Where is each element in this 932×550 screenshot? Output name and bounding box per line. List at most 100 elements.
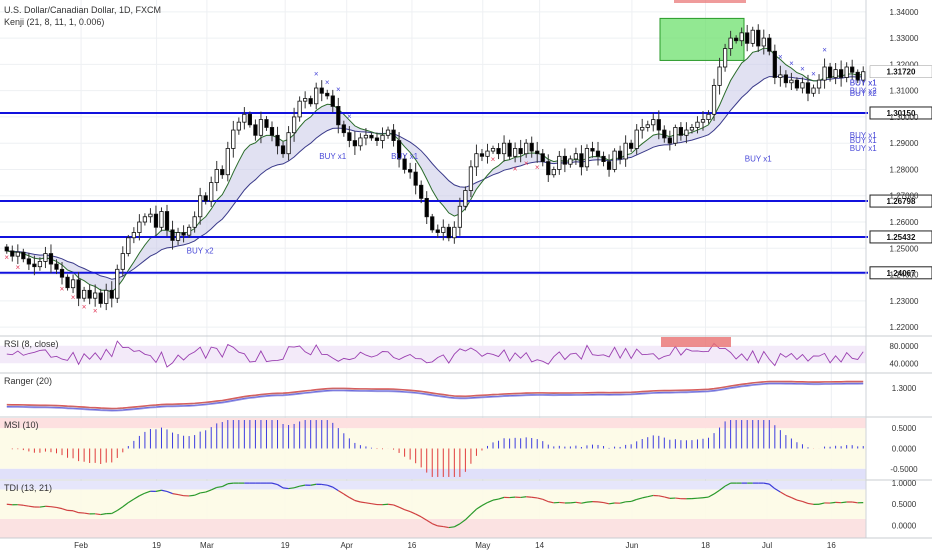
panel-band xyxy=(0,345,866,364)
tdi-segment xyxy=(852,501,858,504)
candle-body xyxy=(214,169,219,184)
buy-x-marker: × xyxy=(314,70,319,79)
candle-body xyxy=(341,124,346,134)
candle-body xyxy=(761,37,766,47)
tdi-segment xyxy=(603,501,610,505)
candle-body xyxy=(181,232,186,236)
candle-body xyxy=(827,66,833,78)
buy-x-marker: × xyxy=(811,70,816,79)
time-axis: Feb 19 Mar 19 Apr 16 May 14 Jun 18 Jul 16 xyxy=(0,537,932,550)
tdi-segment xyxy=(415,513,422,518)
tdi-segment xyxy=(492,498,499,501)
tdi-segment xyxy=(133,495,140,500)
candle-body xyxy=(457,205,462,228)
time-tick-label: Mar xyxy=(200,541,214,550)
panel-tick-label: 80.0000 xyxy=(890,342,919,351)
candle-body xyxy=(452,226,457,239)
tdi-segment xyxy=(205,489,212,493)
tdi-segment xyxy=(282,487,289,490)
price-axis: 1.30150 1.26798 1.25432 1.24067 1.22000 1.230… xyxy=(865,0,932,538)
tdi-segment xyxy=(841,501,847,504)
tdi-segment xyxy=(200,491,206,494)
candle-body xyxy=(175,232,181,241)
tdi-segment xyxy=(498,496,505,500)
candle-body xyxy=(391,129,396,141)
tdi-segment xyxy=(802,500,809,504)
ranger-line xyxy=(6,381,864,410)
last-price-tag xyxy=(869,65,932,78)
tdi-segment xyxy=(702,496,709,499)
tdi-segment xyxy=(172,493,179,496)
level-tag xyxy=(869,230,932,244)
time-tick-label: 16 xyxy=(407,541,416,550)
time-tick-label: Jun xyxy=(625,541,638,550)
candle-body xyxy=(678,127,684,136)
buy-signal-label: BUY x1 xyxy=(850,78,878,87)
tdi-segment xyxy=(100,513,107,516)
tdi-segment xyxy=(559,501,565,504)
candle-body xyxy=(816,79,822,89)
buy-x-marker: × xyxy=(789,59,794,68)
candle-body xyxy=(767,37,772,52)
candle-body xyxy=(695,121,700,128)
buy-signal-label: BUY x2 xyxy=(187,247,215,256)
tdi-segment xyxy=(531,496,538,499)
candle-body xyxy=(839,69,844,78)
tdi-segment xyxy=(542,498,549,503)
candle-body xyxy=(811,87,816,94)
tdi-segment xyxy=(780,491,787,496)
candle-body xyxy=(258,119,264,136)
tdi-segment xyxy=(548,501,554,504)
candle-body xyxy=(15,251,20,257)
time-tick-label: Apr xyxy=(340,541,353,550)
tdi-segment xyxy=(409,511,416,515)
chart-title: U.S. Dollar/Canadian Dollar, 1D, FXCM xyxy=(4,5,161,15)
candle-body xyxy=(104,289,109,304)
last-price-label: 1.31720 xyxy=(887,68,916,77)
level-label: 1.25432 xyxy=(887,233,916,242)
candle-body xyxy=(535,150,540,155)
sell-x-marker: × xyxy=(15,263,20,272)
band-fill xyxy=(6,48,864,292)
candle-body xyxy=(198,195,203,218)
candle-body xyxy=(264,119,269,128)
candle-body xyxy=(369,134,374,139)
tdi-segment xyxy=(210,486,217,491)
candle-body xyxy=(463,190,468,207)
time-tick-label: 18 xyxy=(701,541,710,550)
tdi-segment xyxy=(420,516,428,521)
tdi-segment xyxy=(61,508,68,511)
buy-x-marker: × xyxy=(336,85,341,94)
candle-body xyxy=(231,129,236,149)
candle-body xyxy=(441,226,446,233)
candle-body xyxy=(861,71,866,81)
level-label: 1.30150 xyxy=(887,109,916,118)
level-tag xyxy=(869,266,932,280)
tdi-segment xyxy=(398,506,405,511)
tdi-segment xyxy=(310,483,317,486)
tdi-segment xyxy=(72,510,79,514)
candle-body xyxy=(805,82,811,94)
candle-body xyxy=(98,292,103,304)
tdi-segment xyxy=(194,492,201,496)
candle-body xyxy=(595,150,601,157)
tdi-segment xyxy=(360,501,367,504)
candle-body xyxy=(220,169,225,176)
tdi-segment xyxy=(597,501,604,504)
time-tick-label: May xyxy=(475,541,490,550)
candle-body xyxy=(253,124,258,136)
panel-title: RSI (8, close) xyxy=(4,339,59,349)
candle-body xyxy=(524,142,529,155)
buy-x-marker: × xyxy=(822,45,827,54)
tdi-segment xyxy=(636,497,643,501)
candle-body xyxy=(76,279,81,299)
price-tick-label: 1.25000 xyxy=(890,244,919,253)
tdi-segment xyxy=(155,489,162,492)
panel-title: TDI (13, 21) xyxy=(4,483,52,493)
tdi-segment xyxy=(713,489,720,495)
candle-body xyxy=(170,229,175,241)
candle-body xyxy=(297,100,302,118)
tdi-segment xyxy=(393,504,400,508)
candle-body xyxy=(501,142,507,155)
tdi-segment xyxy=(387,503,394,506)
